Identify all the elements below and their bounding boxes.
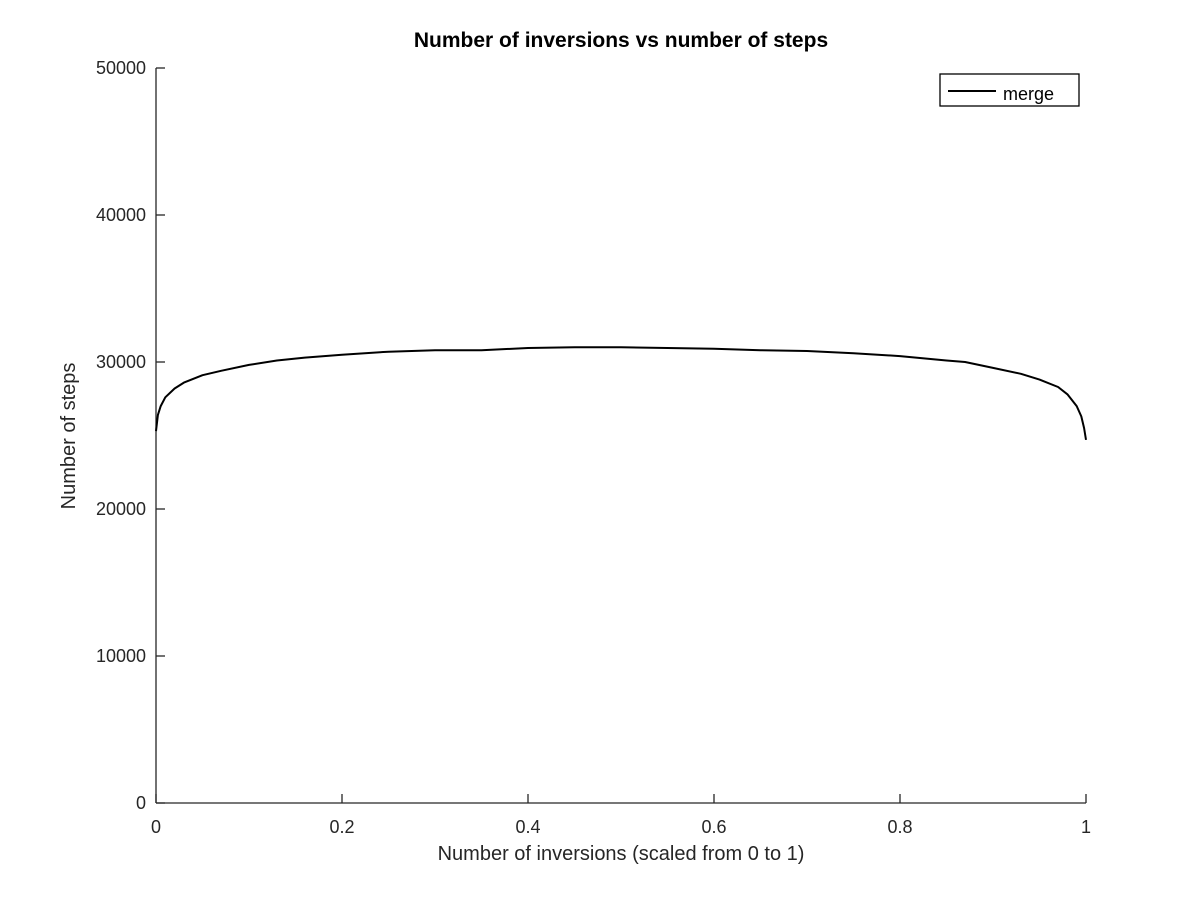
y-tick-label: 0: [136, 793, 146, 813]
x-tick-label: 0.2: [329, 817, 354, 837]
series-line-merge: [155, 346, 1087, 441]
x-axis-label: Number of inversions (scaled from 0 to 1…: [438, 843, 805, 865]
y-tick-label: 10000: [96, 646, 146, 666]
series-layer: [155, 346, 1087, 441]
y-tick-label: 50000: [96, 58, 146, 78]
y-tick-label: 30000: [96, 352, 146, 372]
x-tick-label: 0.4: [515, 817, 540, 837]
legend: merge: [939, 73, 1080, 107]
y-axis-label: Number of steps: [58, 363, 80, 510]
y-tick-label: 40000: [96, 205, 146, 225]
x-tick-label: 0.6: [701, 817, 726, 837]
chart-title: Number of inversions vs number of steps: [414, 29, 828, 52]
y-tick-label: 20000: [96, 499, 146, 519]
x-axis-ticks: 0 0.2 0.4 0.6 0.8 1: [151, 794, 1091, 837]
plot-axes: [155, 68, 1086, 804]
legend-label-merge: merge: [1003, 84, 1054, 104]
x-tick-label: 0.8: [887, 817, 912, 837]
x-tick-label: 1: [1081, 817, 1091, 837]
x-tick-label: 0: [151, 817, 161, 837]
y-axis-ticks: 0 10000 20000 30000 40000 50000: [96, 58, 165, 813]
